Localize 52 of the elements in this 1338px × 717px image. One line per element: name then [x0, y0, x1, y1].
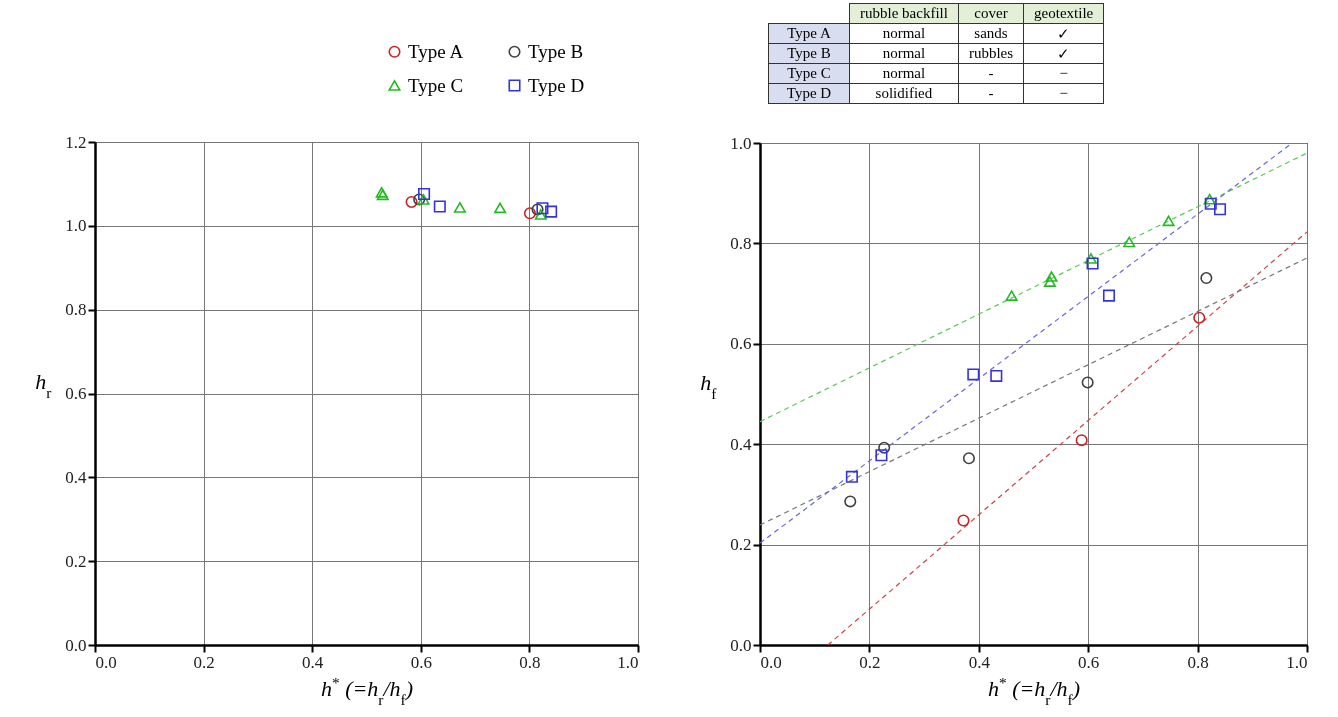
legend-label: Type A — [408, 40, 464, 62]
legend-label: Type C — [408, 74, 464, 96]
x-tick-label: 0.6 — [1078, 652, 1100, 672]
x-tick-label: 0.2 — [859, 652, 881, 672]
x-tick-label: 0.4 — [302, 652, 324, 672]
x-tick-label: 0.8 — [519, 652, 541, 672]
legend-label: Type D — [528, 74, 585, 96]
y-tick-label: 0.0 — [65, 635, 87, 655]
y-tick-label: 0.6 — [730, 334, 752, 354]
text: ✓ — [1057, 25, 1071, 42]
x-tick-label: 0.0 — [95, 652, 117, 672]
y-tick-label: 1.0 — [730, 133, 752, 153]
y-tick-label: 0.8 — [730, 233, 752, 253]
category-label: cover — [958, 3, 1024, 24]
y-tick-label: 0.2 — [65, 551, 87, 571]
y-tick-label: 1.2 — [65, 132, 87, 152]
legend-label: Type B — [528, 40, 584, 62]
text: solidified — [875, 85, 933, 101]
category-label: Type A — [787, 25, 831, 41]
text: rubbles — [968, 45, 1014, 61]
text: - — [988, 65, 994, 81]
x-axis-title: h$^{*}$ (=h$_{r}$/h$_{f}$) — [987, 673, 1081, 707]
category-label: Type C — [787, 65, 831, 81]
y-axis-title: h$_{r}$ — [35, 369, 52, 401]
text: normal — [882, 25, 926, 41]
y-tick-label: 0.0 — [730, 635, 752, 655]
x-tick-label: 1.0 — [1286, 652, 1308, 672]
category-label: rubble backfill — [849, 3, 959, 24]
y-tick-label: 1.0 — [65, 216, 87, 236]
text: ✓ — [1057, 45, 1071, 62]
y-tick-label: 0.4 — [730, 434, 752, 454]
x-tick-label: 1.0 — [617, 652, 639, 672]
y-axis-title: h$_{f}$ — [700, 369, 718, 401]
text: − — [1059, 85, 1068, 101]
x-axis-title: h$^{*}$ (=h$_{r}$/h$_{f}$) — [320, 673, 414, 707]
x-tick-label: 0.6 — [410, 652, 432, 672]
x-tick-label: 0.0 — [760, 652, 782, 672]
y-tick-label: 0.6 — [65, 384, 87, 403]
text: normal — [882, 65, 926, 81]
y-tick-label: 0.8 — [65, 300, 87, 320]
text: − — [1059, 65, 1068, 81]
category-label: Type D — [786, 85, 832, 101]
category-label: geotextile — [1023, 3, 1104, 24]
category-label: Type B — [787, 45, 831, 61]
y-tick-label: 0.2 — [730, 535, 752, 555]
y-tick-label: 0.4 — [65, 467, 87, 487]
x-tick-label: 0.2 — [193, 652, 215, 672]
text: normal — [882, 45, 926, 61]
x-tick-label: 0.8 — [1187, 652, 1209, 672]
text: sands — [974, 25, 1008, 41]
text: - — [988, 85, 994, 101]
x-tick-label: 0.4 — [968, 652, 991, 672]
